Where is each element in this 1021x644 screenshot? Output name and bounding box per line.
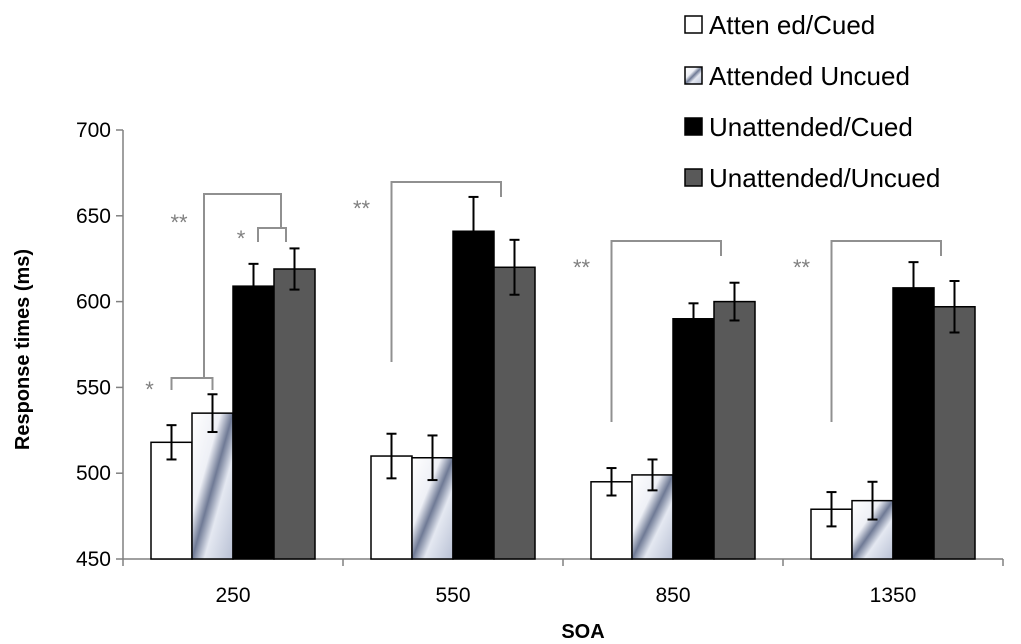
y-tick-label: 450 (76, 548, 111, 571)
bars-layer (150, 230, 976, 560)
legend-label: Atten ed/Cued (709, 10, 875, 40)
bar (892, 287, 935, 560)
legend: Atten ed/Cued Attended Uncued Unattended/C… (684, 10, 940, 193)
x-tick-label: 850 (655, 584, 690, 607)
y-tick-label: 550 (76, 376, 111, 399)
legend-swatch (684, 117, 703, 136)
significance-label: * (145, 377, 154, 402)
significance-bracket (257, 227, 287, 242)
y-tick-label: 500 (76, 462, 111, 485)
x-tick-label: 250 (215, 584, 250, 607)
significance-label: ** (573, 255, 591, 280)
y-tick-label: 600 (76, 291, 111, 314)
axes: 450 500 550 600 650 700 250 550 850 1350 SOA Respon… (12, 119, 1004, 643)
x-tick-label: 1350 (870, 584, 917, 607)
bar (191, 412, 234, 560)
bar (672, 318, 715, 560)
legend-label: Unattended/Uncued (709, 163, 940, 193)
bar (713, 300, 756, 560)
x-axis-title: SOA (561, 621, 604, 643)
legend-swatch (684, 15, 703, 34)
legend-swatch (684, 168, 703, 187)
significance-label: ** (793, 255, 811, 280)
significance-bracket (170, 377, 214, 390)
bar (493, 266, 536, 560)
significance-bracket (203, 193, 282, 378)
significance-bracket (830, 240, 942, 422)
bar (232, 285, 275, 560)
bar (933, 305, 976, 560)
y-tick-label: 700 (76, 119, 111, 142)
significance-label: * (237, 226, 246, 251)
legend-label: Unattended/Cued (709, 112, 913, 142)
y-axis-title: Response times (ms) (12, 249, 34, 450)
legend-label: Attended Uncued (709, 61, 910, 91)
significance-label: ** (170, 210, 188, 235)
x-tick-label: 550 (435, 584, 470, 607)
error-bars-layer (166, 195, 960, 528)
significance-label: ** (353, 196, 371, 221)
significance-bracket (610, 240, 722, 422)
bar (273, 268, 316, 560)
significance-bracket (390, 181, 502, 362)
legend-swatch (684, 66, 703, 85)
significance-annotations: ******** ** (145, 181, 942, 422)
y-tick-label: 650 (76, 205, 111, 228)
bar (452, 230, 495, 560)
